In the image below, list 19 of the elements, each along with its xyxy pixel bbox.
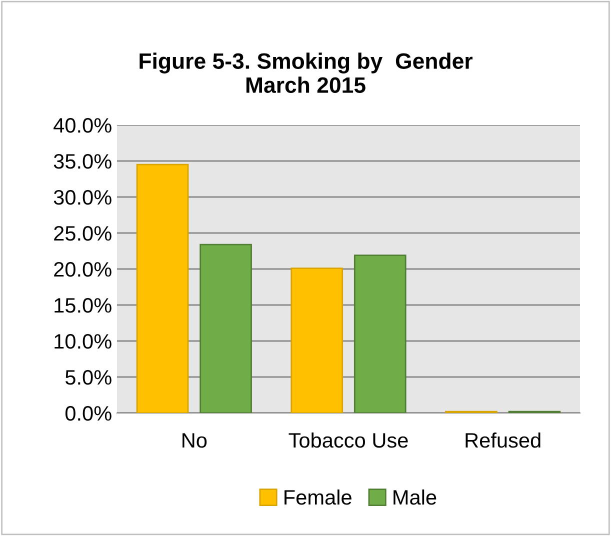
y-tick-label: 5.0%	[65, 370, 112, 385]
y-tick-label: 0.0%	[65, 406, 112, 421]
x-tick-label: Tobacco Use	[288, 432, 408, 448]
y-tick-label: 25.0%	[54, 226, 112, 241]
bar	[354, 254, 406, 413]
bar	[290, 268, 344, 413]
y-tick-label: 15.0%	[54, 298, 112, 313]
legend-label: Male	[394, 489, 436, 505]
x-tick-label: Refused	[466, 432, 540, 448]
chart-title: Figure 5-3. Smoking by Gender March 2015	[140, 52, 472, 93]
x-tick-label: No	[182, 433, 207, 448]
bar	[136, 164, 189, 413]
bar	[200, 244, 252, 413]
y-tick-label: 20.0%	[54, 262, 112, 277]
y-tick-label: 40.0%	[54, 118, 112, 133]
y-tick-label: 30.0%	[54, 190, 112, 205]
y-tick-label: 10.0%	[54, 334, 112, 349]
y-tick-label: 35.0%	[54, 154, 112, 169]
legend-label: Female	[284, 489, 352, 505]
